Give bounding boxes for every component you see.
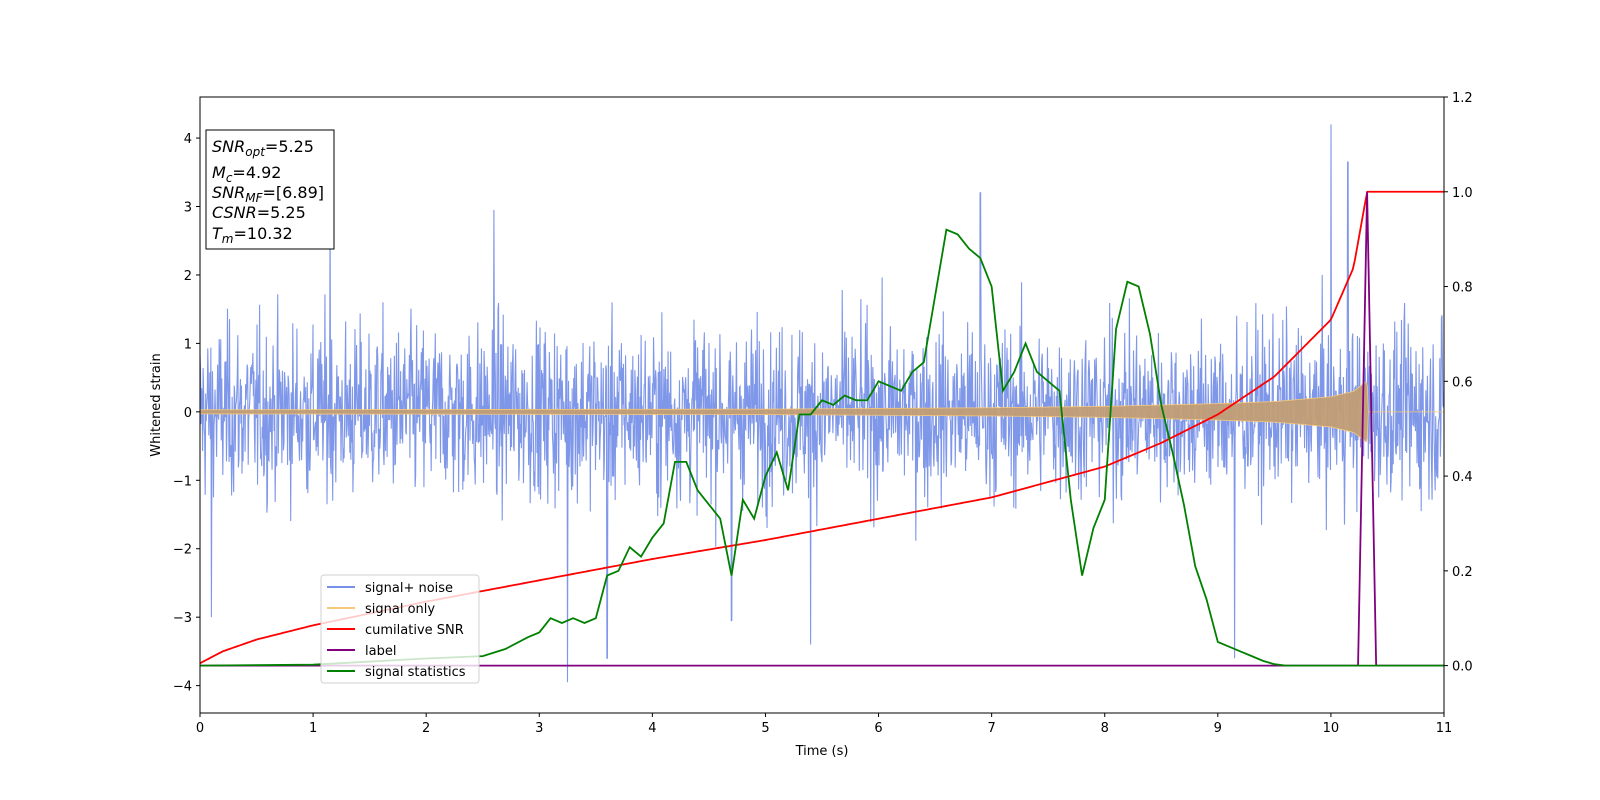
x-tick-label: 0 <box>196 721 204 736</box>
y-tick-label: 1 <box>184 337 192 352</box>
x-tick-label: 8 <box>1101 721 1109 736</box>
legend-label: label <box>365 644 396 659</box>
y-tick-label: 2 <box>184 269 192 284</box>
series-signal-noise <box>200 124 1444 683</box>
x-tick-label: 9 <box>1214 721 1222 736</box>
legend-frame <box>320 574 480 684</box>
y-tick-label: −4 <box>173 680 192 695</box>
x-tick-label: 7 <box>987 721 995 736</box>
y-axis-title: Whitened strain <box>149 353 164 456</box>
annotation-value: =5.25 <box>257 203 306 222</box>
y-tick-label: −1 <box>173 474 192 489</box>
annotation-symbol: SNR <box>212 183 245 202</box>
annotation-line: SNRMF=[6.89] <box>212 183 324 205</box>
y2-tick-label: 0.0 <box>1452 660 1473 675</box>
legend-label: cumilative SNR <box>365 623 464 638</box>
annotation-line: CSNR=5.25 <box>212 203 306 222</box>
y2-tick-label: 1.0 <box>1452 186 1473 201</box>
legend-label: signal statistics <box>365 665 466 680</box>
annotation-value: =5.25 <box>265 137 314 156</box>
legend-label: signal only <box>365 602 435 617</box>
annotation-subscript: m <box>222 232 234 246</box>
y-tick-label: −2 <box>173 543 192 558</box>
plot-frame <box>199 96 1445 714</box>
x-tick-label: 3 <box>535 721 543 736</box>
x-tick-label: 10 <box>1323 721 1340 736</box>
annotation-value: =[6.89] <box>263 183 325 202</box>
x-axis-title: Time (s) <box>795 744 849 759</box>
axes: 0 1 2 3 4 5 6 7 8 9 10 1143210−1−2−3−41.21.00.80.60… <box>173 91 1473 736</box>
annotation-subscript: c <box>226 171 233 185</box>
y2-tick-label: 0.8 <box>1452 281 1473 296</box>
x-tick-label: 5 <box>761 721 769 736</box>
y-tick-label: 3 <box>184 201 192 216</box>
annotation-value: =4.92 <box>232 163 281 182</box>
annotation-subscript: opt <box>245 145 266 159</box>
annotation-symbol: CSNR <box>212 203 257 222</box>
annotation-line: SNRopt=5.25 <box>212 137 314 159</box>
annotation-line: Mc=4.92 <box>212 163 281 185</box>
annotation-line: Tm=10.32 <box>212 224 293 246</box>
x-tick-label: 1 <box>309 721 317 736</box>
y2-tick-label: 0.6 <box>1452 375 1473 390</box>
y-tick-label: 0 <box>184 406 192 421</box>
y-tick-label: −3 <box>173 611 192 626</box>
x-tick-label: 2 <box>422 721 430 736</box>
annotation-subscript: MF <box>245 191 263 205</box>
legend-label: signal+ noise <box>365 581 453 596</box>
annotation-value: =10.32 <box>233 224 292 243</box>
legend: signal+ noise signal only cumilative SNR la… <box>320 574 480 684</box>
x-tick-label: 11 <box>1436 721 1453 736</box>
annotation-symbol: SNR <box>212 137 245 156</box>
x-tick-label: 6 <box>874 721 882 736</box>
annotation-symbol: M <box>212 163 226 182</box>
x-tick-label: 4 <box>648 721 656 736</box>
series-signal-only <box>200 381 1444 443</box>
y2-tick-label: 1.2 <box>1452 91 1473 106</box>
y2-tick-label: 0.2 <box>1452 565 1473 580</box>
annotation-frame <box>205 129 335 250</box>
series-signal-statistics <box>200 228 1444 667</box>
y-tick-label: 4 <box>184 132 192 147</box>
annotation-box: SNRopt=5.25Mc=4.92SNRMF=[6.89]CSNR=5.25T… <box>205 129 335 250</box>
annotation-symbol: T <box>212 224 223 243</box>
y2-tick-label: 0.4 <box>1452 470 1473 485</box>
